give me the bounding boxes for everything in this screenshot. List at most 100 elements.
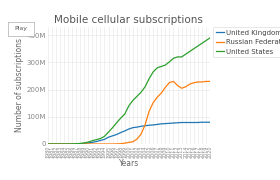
United Kingdom <box>200 121 204 123</box>
United Kingdom <box>87 142 90 144</box>
United Kingdom <box>143 125 147 127</box>
Russian Federation <box>168 81 171 84</box>
United Kingdom <box>95 140 98 143</box>
Russian Federation <box>83 143 86 145</box>
United States <box>160 65 163 68</box>
United Kingdom <box>196 122 200 124</box>
United Kingdom <box>127 128 130 130</box>
United States <box>62 143 66 145</box>
Text: Play: Play <box>15 26 27 31</box>
Russian Federation <box>151 102 155 104</box>
United States <box>95 139 98 141</box>
United Kingdom <box>111 135 114 137</box>
United States <box>91 140 94 142</box>
Russian Federation <box>131 141 135 143</box>
United States <box>54 143 57 145</box>
United Kingdom <box>139 125 143 127</box>
United States <box>103 135 106 138</box>
X-axis label: Years: Years <box>119 159 139 168</box>
Russian Federation <box>119 143 122 145</box>
United Kingdom <box>180 122 183 124</box>
Russian Federation <box>95 143 98 145</box>
United States <box>168 61 171 63</box>
United States <box>164 64 167 66</box>
Russian Federation <box>139 133 143 135</box>
Russian Federation <box>148 110 151 112</box>
United Kingdom <box>50 143 53 145</box>
Y-axis label: Number of subscriptions: Number of subscriptions <box>15 39 24 132</box>
Russian Federation <box>115 143 118 145</box>
United States <box>196 45 200 47</box>
United Kingdom <box>115 133 118 136</box>
Russian Federation <box>50 143 53 145</box>
Russian Federation <box>160 92 163 94</box>
United Kingdom <box>78 143 82 145</box>
Russian Federation <box>192 82 195 84</box>
Russian Federation <box>135 138 139 140</box>
Russian Federation <box>176 84 179 87</box>
United Kingdom <box>176 122 179 124</box>
United Kingdom <box>54 143 57 145</box>
United States <box>192 48 195 50</box>
United States <box>208 37 212 39</box>
Line: United States: United States <box>48 38 210 144</box>
Russian Federation <box>70 143 74 145</box>
United Kingdom <box>46 143 49 145</box>
United States <box>204 40 208 42</box>
Russian Federation <box>107 143 110 145</box>
United Kingdom <box>66 143 70 145</box>
Russian Federation <box>46 143 49 145</box>
United States <box>115 122 118 124</box>
United States <box>119 117 122 119</box>
United States <box>135 95 139 97</box>
United States <box>127 105 130 107</box>
United States <box>139 91 143 93</box>
Russian Federation <box>184 86 187 88</box>
United Kingdom <box>172 122 175 124</box>
Russian Federation <box>74 143 78 145</box>
Russian Federation <box>99 143 102 145</box>
Title: Mobile cellular subscriptions: Mobile cellular subscriptions <box>54 15 203 25</box>
United Kingdom <box>192 122 195 124</box>
United Kingdom <box>74 143 78 145</box>
Russian Federation <box>164 86 167 89</box>
Russian Federation <box>208 80 212 82</box>
United States <box>78 142 82 145</box>
Russian Federation <box>172 80 175 82</box>
United Kingdom <box>204 121 208 123</box>
Russian Federation <box>143 124 147 126</box>
Line: United Kingdom: United Kingdom <box>48 122 210 144</box>
United States <box>111 127 114 129</box>
United Kingdom <box>184 122 187 124</box>
United States <box>46 143 49 145</box>
Legend: United Kingdom, Russian Federation, United States: United Kingdom, Russian Federation, Unit… <box>213 27 280 57</box>
United Kingdom <box>103 138 106 140</box>
United States <box>156 67 159 69</box>
United Kingdom <box>164 123 167 125</box>
United Kingdom <box>119 132 122 134</box>
United Kingdom <box>168 122 171 124</box>
United States <box>107 131 110 133</box>
Russian Federation <box>204 80 208 82</box>
Russian Federation <box>180 87 183 89</box>
Russian Federation <box>156 96 159 98</box>
United Kingdom <box>83 142 86 145</box>
United Kingdom <box>131 127 135 129</box>
Russian Federation <box>127 141 130 143</box>
United States <box>50 143 53 145</box>
United Kingdom <box>188 122 192 124</box>
Russian Federation <box>66 143 70 145</box>
United States <box>87 141 90 143</box>
United Kingdom <box>135 126 139 128</box>
United States <box>180 56 183 58</box>
United States <box>184 53 187 55</box>
Russian Federation <box>196 81 200 83</box>
United Kingdom <box>160 123 163 125</box>
United States <box>148 78 151 80</box>
United Kingdom <box>70 143 74 145</box>
Russian Federation <box>58 143 62 145</box>
Russian Federation <box>91 143 94 145</box>
Line: Russian Federation: Russian Federation <box>48 81 210 144</box>
Russian Federation <box>123 142 127 144</box>
Russian Federation <box>188 83 192 85</box>
